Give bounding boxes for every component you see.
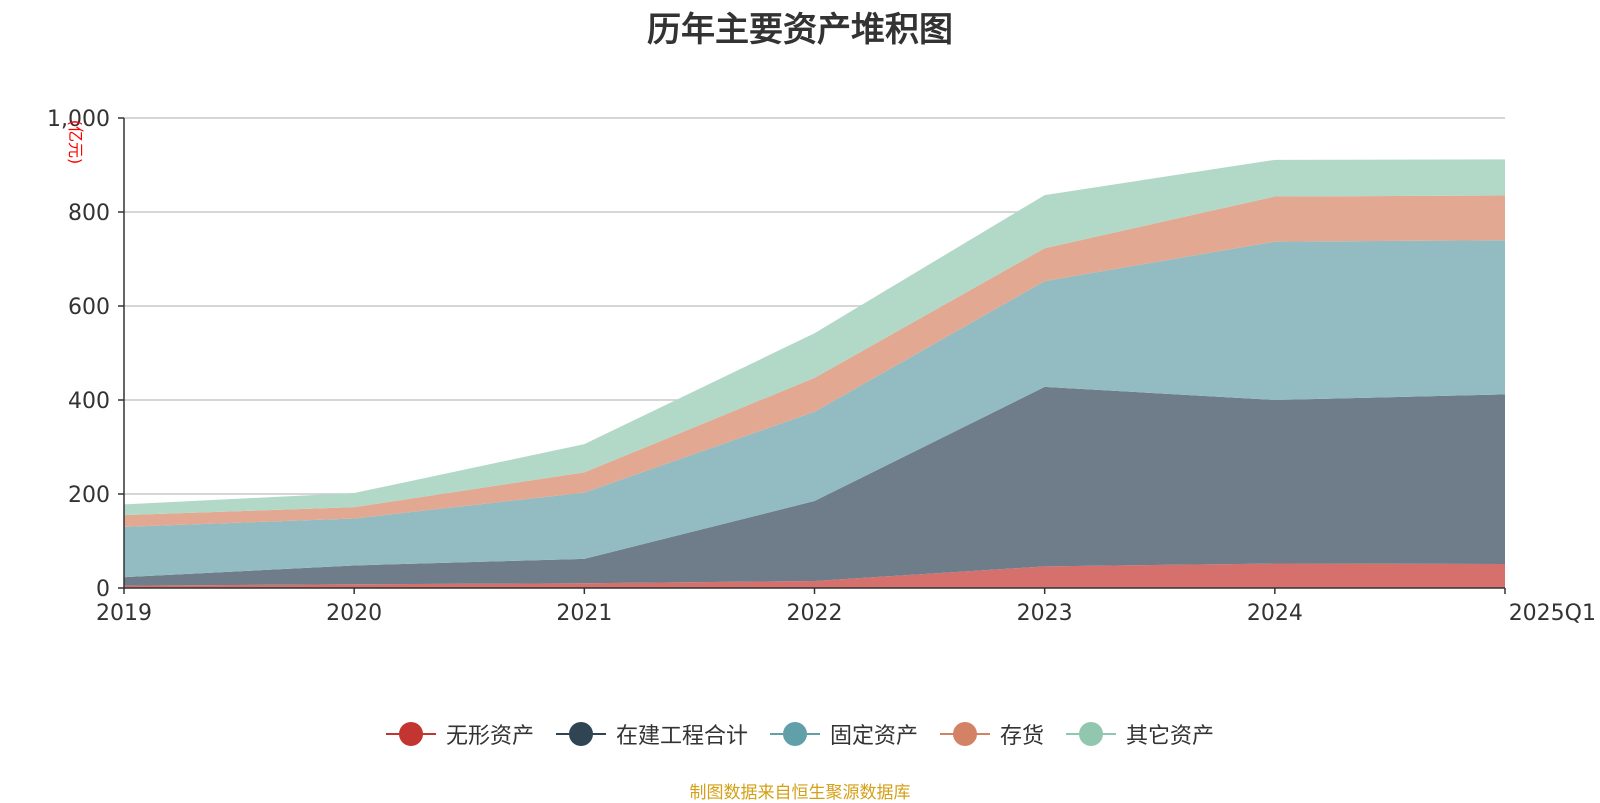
legend-item-3[interactable]: 存货 — [940, 718, 1044, 750]
x-tick-label: 2025Q1 — [1509, 601, 1596, 626]
legend-label: 在建工程合计 — [615, 724, 748, 749]
legend-item-0[interactable]: 无形资产 — [385, 718, 534, 750]
legend-marker-icon — [385, 722, 436, 746]
legend-marker-icon — [1066, 722, 1117, 746]
legend-label: 无形资产 — [445, 724, 534, 749]
area-series-4 — [124, 159, 1505, 516]
y-tick-label: 200 — [68, 483, 110, 508]
x-tick-labels: 2019 2020 2021 2022 2023 2024 2025Q1 — [96, 601, 1596, 626]
y-axis-unit-label: (亿元) — [66, 120, 85, 165]
legend-label: 其它资产 — [1126, 724, 1215, 749]
data-source-note: 制图数据来自恒生聚源数据库 — [689, 783, 911, 803]
legend-label: 固定资产 — [829, 724, 918, 749]
legend-marker-icon — [769, 722, 820, 746]
legend: 无形资产 在建工程合计 固定资产 存货 其它资产 — [0, 718, 1600, 750]
area-series-3 — [124, 195, 1505, 527]
area-series-0 — [124, 563, 1505, 588]
y-tick-label: 0 — [96, 577, 110, 602]
legend-item-1[interactable]: 在建工程合计 — [555, 718, 748, 750]
x-tick-label: 2022 — [787, 601, 843, 626]
axes — [118, 117, 1506, 594]
x-tick-label: 2024 — [1247, 601, 1303, 626]
y-tick-label: 600 — [68, 295, 110, 320]
x-tick-label: 2019 — [96, 601, 152, 626]
y-tick-label: 400 — [68, 389, 110, 414]
x-tick-label: 2020 — [326, 601, 382, 626]
legend-item-4[interactable]: 其它资产 — [1066, 718, 1214, 750]
x-tick-label: 2023 — [1017, 601, 1073, 626]
legend-label: 存货 — [1000, 724, 1045, 749]
legend-marker-icon — [940, 722, 990, 746]
legend-item-2[interactable]: 固定资产 — [769, 718, 918, 750]
y-tick-label: 1,000 — [47, 107, 110, 132]
x-tick-label: 2021 — [556, 601, 612, 626]
y-tick-label: 800 — [68, 201, 110, 226]
area-series — [124, 159, 1505, 588]
y-tick-labels: 0 200 400 600 800 1,000 — [47, 107, 110, 602]
area-series-2 — [124, 240, 1505, 578]
chart-title: 历年主要资产堆积图 — [647, 10, 953, 50]
area-series-1 — [124, 386, 1505, 586]
legend-marker-icon — [555, 722, 606, 746]
